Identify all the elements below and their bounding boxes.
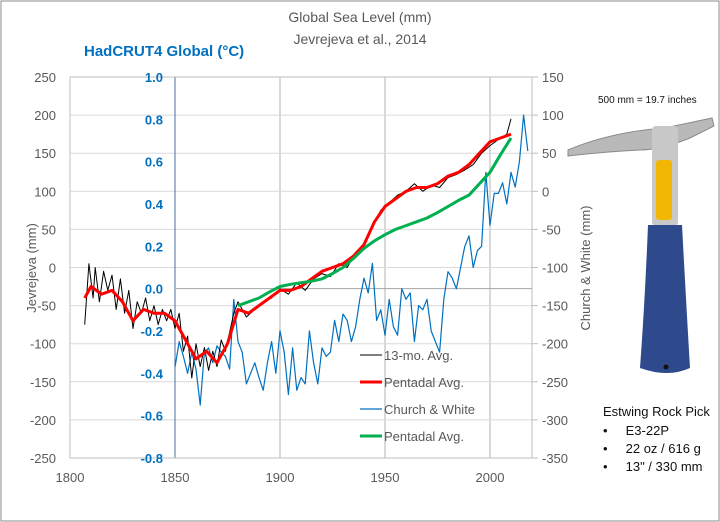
right-tick-label: -50 bbox=[542, 222, 561, 237]
grip-dot bbox=[663, 364, 669, 370]
pick-head bbox=[567, 117, 715, 157]
spec-item: • 22 oz / 616 g bbox=[603, 441, 701, 456]
right-tick-label: -100 bbox=[542, 261, 568, 276]
right-axis-label: Church & White (mm) bbox=[578, 206, 593, 331]
legend-label: Church & White bbox=[384, 402, 475, 417]
chart-subtitle: Jevrejeva et al., 2014 bbox=[293, 31, 426, 47]
temp-tick-label: -0.4 bbox=[141, 366, 164, 381]
left-tick-label: 100 bbox=[34, 184, 56, 199]
spec-item: • E3-22P bbox=[603, 423, 669, 438]
legend: 13-mo. Avg. Pentadal Avg. Church & White Pe… bbox=[360, 348, 475, 444]
plot-area bbox=[69, 76, 533, 459]
spec-item: • 13" / 330 mm bbox=[603, 459, 703, 474]
right-tick-label: 150 bbox=[542, 70, 564, 85]
left-tick-label: 250 bbox=[34, 70, 56, 85]
right-tick-label: -150 bbox=[542, 299, 568, 314]
legend-label: Pentadal Avg. bbox=[384, 375, 464, 390]
x-tick-label: 2000 bbox=[476, 470, 505, 485]
series-line-3 bbox=[237, 137, 513, 308]
right-tick-label: -350 bbox=[542, 451, 568, 466]
left-tick-label: 50 bbox=[42, 222, 56, 237]
right-tick-label: -300 bbox=[542, 413, 568, 428]
right-tick-label: -250 bbox=[542, 375, 568, 390]
temp-tick-label: 0.4 bbox=[145, 197, 164, 212]
rock-pick-image bbox=[567, 117, 715, 373]
legend-label: 13-mo. Avg. bbox=[384, 348, 453, 363]
temp-tick-label: -0.6 bbox=[141, 409, 163, 424]
right-tick-label: 0 bbox=[542, 184, 549, 199]
pick-specs: • E3-22P • 22 oz / 616 g • 13" / 330 mm bbox=[603, 422, 703, 476]
chart-title: Global Sea Level (mm) bbox=[288, 9, 431, 25]
right-tick-label: -200 bbox=[542, 337, 568, 352]
left-tick-label: -200 bbox=[30, 413, 56, 428]
temp-tick-label: 0.8 bbox=[145, 112, 163, 127]
left-axis-label: Jevrejeva (mm) bbox=[24, 223, 39, 313]
temp-tick-label: 0.0 bbox=[145, 282, 163, 297]
legend-label: Pentadal Avg. bbox=[384, 429, 464, 444]
right-tick-label: 100 bbox=[542, 108, 564, 123]
left-tick-label: 200 bbox=[34, 108, 56, 123]
scale-note: 500 mm = 19.7 inches bbox=[598, 95, 697, 106]
left-tick-label: -250 bbox=[30, 451, 56, 466]
temp-tick-label: 1.0 bbox=[145, 70, 163, 85]
left-tick-label: -100 bbox=[30, 337, 56, 352]
pick-label bbox=[656, 160, 672, 220]
temp-tick-label: -0.8 bbox=[141, 451, 163, 466]
temp-tick-label: 0.2 bbox=[145, 239, 163, 254]
left-tick-label: -150 bbox=[30, 375, 56, 390]
pick-title: Estwing Rock Pick bbox=[603, 404, 710, 419]
x-tick-label: 1900 bbox=[266, 470, 295, 485]
x-tick-label: 1950 bbox=[371, 470, 400, 485]
x-tick-label: 1850 bbox=[161, 470, 190, 485]
right-tick-label: 50 bbox=[542, 146, 556, 161]
series-line-1 bbox=[83, 132, 512, 365]
series-line-2 bbox=[174, 114, 529, 406]
temp-tick-label: 0.6 bbox=[145, 155, 163, 170]
left-tick-label: -50 bbox=[37, 299, 56, 314]
left-tick-label: 150 bbox=[34, 146, 56, 161]
temp-tick-label: -0.2 bbox=[141, 324, 163, 339]
temp-axis-title: HadCRUT4 Global (°C) bbox=[84, 43, 244, 60]
left-tick-label: 0 bbox=[49, 261, 56, 276]
pick-grip bbox=[640, 225, 690, 373]
x-tick-label: 1800 bbox=[56, 470, 85, 485]
